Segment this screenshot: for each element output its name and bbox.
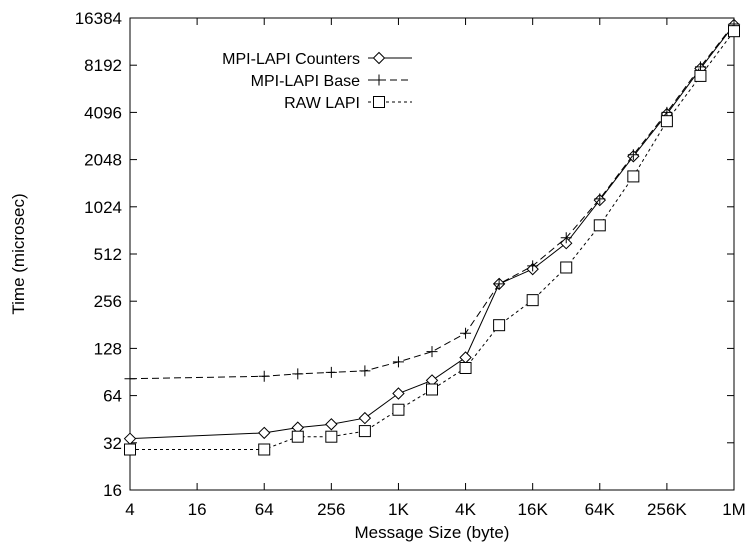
- x-tick-label: 256K: [647, 500, 687, 519]
- data-point: [258, 426, 271, 440]
- data-point: [560, 261, 573, 274]
- series-square: [124, 25, 740, 456]
- data-point: [426, 346, 438, 358]
- data-point: [728, 25, 740, 38]
- legend-marker: [372, 51, 386, 65]
- y-tick-label: 16: [103, 481, 122, 500]
- series-layer: [123, 18, 741, 456]
- y-tick-label: 1024: [84, 198, 122, 217]
- data-point: [459, 351, 472, 364]
- y-axis-label: Time (microsec): [9, 193, 28, 314]
- legend-label: MPI-LAPI Base: [251, 73, 360, 90]
- data-point: [460, 327, 472, 339]
- plot-frame: [129, 17, 735, 491]
- x-tick-label: 16K: [518, 500, 549, 519]
- data-point: [526, 294, 539, 307]
- data-point: [325, 418, 338, 431]
- data-point: [593, 219, 606, 232]
- data-point: [325, 366, 337, 378]
- x-tick-label: 64: [255, 500, 274, 519]
- y-tick-label: 256: [94, 292, 122, 311]
- series-line: [130, 30, 735, 451]
- x-axis-ticks: 4 16 64 256 1K 4K 16K 64K 256K 1M: [125, 18, 746, 519]
- data-point: [493, 319, 506, 332]
- data-point: [627, 149, 639, 161]
- x-tick-label: 4K: [455, 500, 476, 519]
- data-point: [124, 443, 136, 456]
- series-diamond: [123, 18, 741, 445]
- x-tick-label: 16: [188, 500, 207, 519]
- data-point: [258, 370, 270, 382]
- data-point: [325, 430, 338, 443]
- y-tick-label: 8192: [84, 56, 122, 75]
- x-tick-label: 1K: [388, 500, 409, 519]
- x-axis-label: Message Size (byte): [355, 523, 510, 542]
- data-point: [124, 373, 136, 385]
- y-tick-label: 4096: [84, 103, 122, 122]
- data-point: [594, 193, 606, 205]
- data-point: [258, 443, 271, 456]
- data-point: [694, 69, 707, 82]
- legend-marker: [373, 74, 385, 86]
- data-point: [627, 170, 640, 183]
- data-point: [392, 387, 405, 400]
- y-tick-label: 32: [103, 434, 122, 453]
- legend-marker: [373, 96, 385, 108]
- x-tick-label: 1M: [722, 500, 746, 519]
- x-tick-label: 64K: [585, 500, 616, 519]
- data-point: [358, 425, 371, 438]
- series-plus: [124, 18, 740, 385]
- y-tick-label: 512: [94, 245, 122, 264]
- data-point: [358, 411, 372, 425]
- data-point: [560, 232, 572, 244]
- plot-border: [129, 17, 735, 491]
- series-line: [129, 24, 735, 440]
- data-point: [291, 430, 304, 443]
- y-tick-label: 16384: [75, 9, 122, 28]
- y-tick-label: 2048: [84, 151, 122, 170]
- y-axis-ticks: 16 32 64 128 256 512 1024 2048 4096 8192 16384: [75, 9, 734, 500]
- data-point: [359, 365, 371, 377]
- data-point: [392, 356, 404, 368]
- data-point: [392, 403, 405, 416]
- data-point: [292, 368, 304, 380]
- y-tick-label: 128: [94, 339, 122, 358]
- data-point: [493, 278, 505, 290]
- data-point: [459, 361, 472, 374]
- legend-label: RAW LAPI: [284, 95, 360, 112]
- legend-label: MPI-LAPI Counters: [222, 51, 360, 68]
- x-tick-label: 256: [317, 500, 345, 519]
- x-tick-label: 4: [125, 500, 134, 519]
- series-line: [129, 23, 735, 380]
- data-point: [426, 383, 438, 396]
- data-point: [527, 260, 539, 272]
- legend: MPI-LAPI Counters MPI-LAPI Base RAW LAPI: [222, 51, 412, 112]
- y-tick-label: 64: [103, 387, 122, 406]
- data-point: [660, 115, 673, 128]
